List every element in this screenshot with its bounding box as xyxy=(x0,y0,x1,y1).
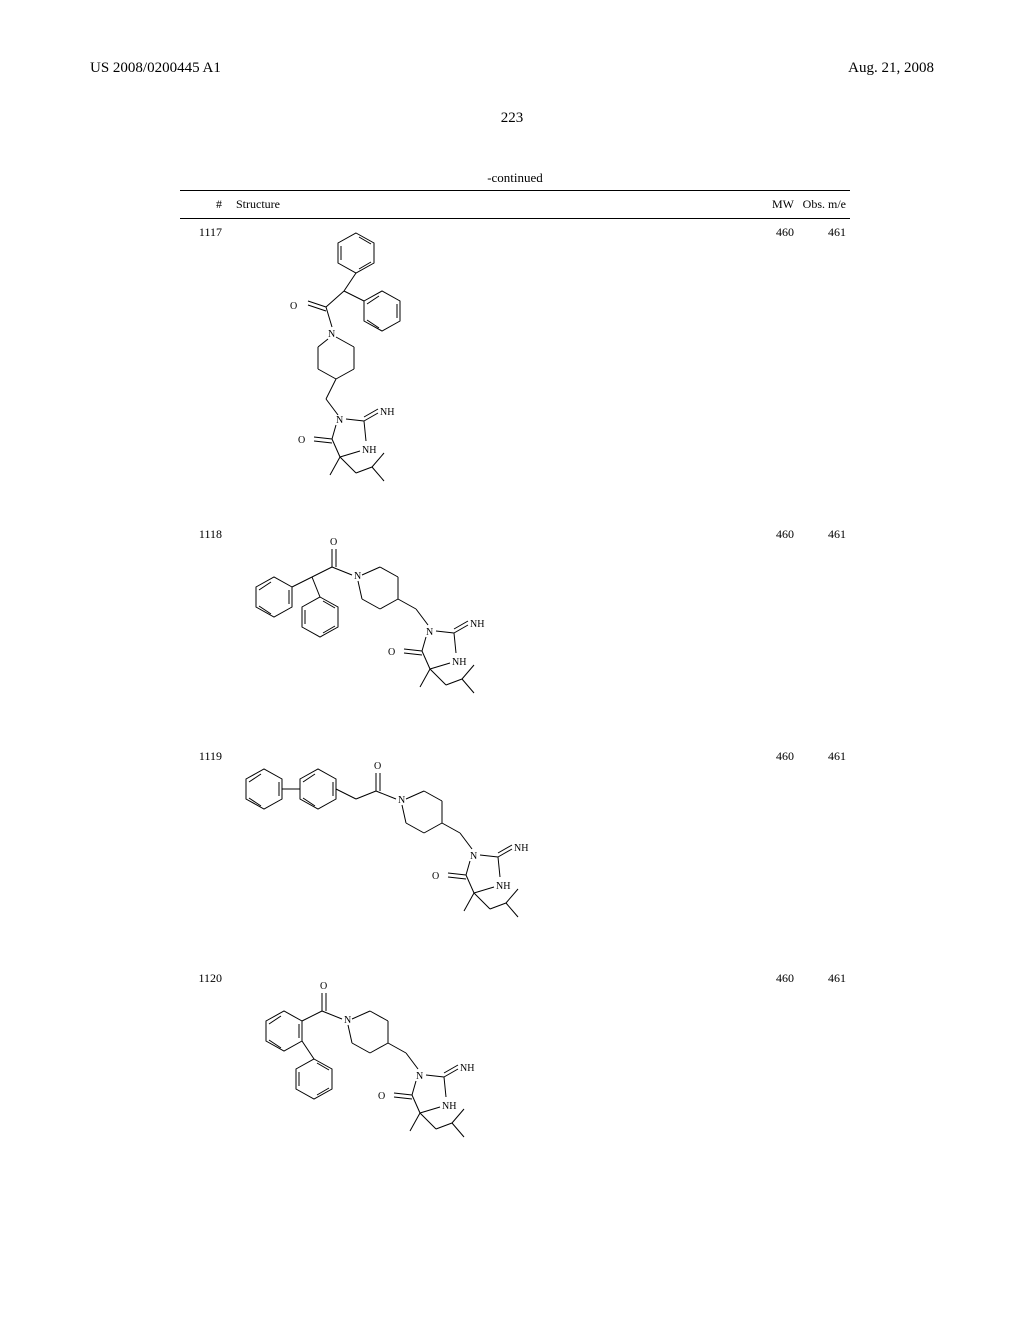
svg-text:O: O xyxy=(378,1091,385,1102)
patent-date: Aug. 21, 2008 xyxy=(848,60,934,77)
svg-text:N: N xyxy=(336,415,343,426)
compound-obs: 461 xyxy=(798,743,850,965)
svg-text:NH: NH xyxy=(442,1101,456,1112)
svg-text:O: O xyxy=(290,301,297,312)
compound-obs: 461 xyxy=(798,219,850,522)
compound-obs: 461 xyxy=(798,965,850,1197)
table-row: 1120 O N N NH NH O xyxy=(180,965,850,1197)
chem-structure-icon: O N N NH NH O xyxy=(236,225,596,515)
table-row: 1118 O N N NH NH O xyxy=(180,521,850,743)
svg-text:N: N xyxy=(354,571,361,582)
col-header-structure: Structure xyxy=(232,191,746,219)
svg-text:NH: NH xyxy=(514,843,528,854)
col-header-mw: MW xyxy=(746,191,798,219)
svg-text:N: N xyxy=(416,1071,423,1082)
table-caption: -continued xyxy=(180,170,850,186)
svg-text:N: N xyxy=(344,1015,351,1026)
svg-text:O: O xyxy=(388,647,395,658)
structure-cell: O N N NH NH O xyxy=(232,743,746,965)
compound-mw: 460 xyxy=(746,521,798,743)
svg-text:NH: NH xyxy=(452,657,466,668)
compound-mw: 460 xyxy=(746,219,798,522)
patent-number: US 2008/0200445 A1 xyxy=(90,60,221,77)
svg-text:N: N xyxy=(426,627,433,638)
svg-text:O: O xyxy=(374,761,381,772)
svg-text:NH: NH xyxy=(460,1063,474,1074)
chem-structure-icon: O N N NH NH O xyxy=(236,971,656,1191)
svg-text:O: O xyxy=(330,537,337,548)
svg-text:O: O xyxy=(298,435,305,446)
svg-text:NH: NH xyxy=(470,619,484,630)
compound-obs: 461 xyxy=(798,521,850,743)
compound-mw: 460 xyxy=(746,965,798,1197)
chem-structure-icon: O N N NH NH O xyxy=(236,749,696,959)
compound-number: 1119 xyxy=(180,743,232,965)
svg-text:O: O xyxy=(432,871,439,882)
compound-table: -continued # Structure MW Obs. m/e 1117 xyxy=(180,170,850,1197)
svg-text:NH: NH xyxy=(380,407,394,418)
svg-text:N: N xyxy=(470,851,477,862)
structure-cell: O N N NH NH O xyxy=(232,521,746,743)
table-row: 1119 O N N NH NH O xyxy=(180,743,850,965)
svg-text:NH: NH xyxy=(496,881,510,892)
svg-text:N: N xyxy=(398,795,405,806)
chem-structure-icon: O N N NH NH O xyxy=(236,527,656,737)
structure-cell: O N N NH NH O xyxy=(232,219,746,522)
compound-number: 1118 xyxy=(180,521,232,743)
compound-mw: 460 xyxy=(746,743,798,965)
svg-text:N: N xyxy=(328,329,335,340)
page-header: US 2008/0200445 A1 Aug. 21, 2008 xyxy=(90,60,934,77)
svg-text:O: O xyxy=(320,981,327,992)
compound-number: 1120 xyxy=(180,965,232,1197)
table-row: 1117 O N N NH NH xyxy=(180,219,850,522)
structure-cell: O N N NH NH O xyxy=(232,965,746,1197)
page-number: 223 xyxy=(0,110,1024,127)
page: US 2008/0200445 A1 Aug. 21, 2008 223 -co… xyxy=(0,0,1024,1320)
compound-number: 1117 xyxy=(180,219,232,522)
svg-text:NH: NH xyxy=(362,445,376,456)
col-header-num: # xyxy=(180,191,232,219)
col-header-obs: Obs. m/e xyxy=(798,191,850,219)
